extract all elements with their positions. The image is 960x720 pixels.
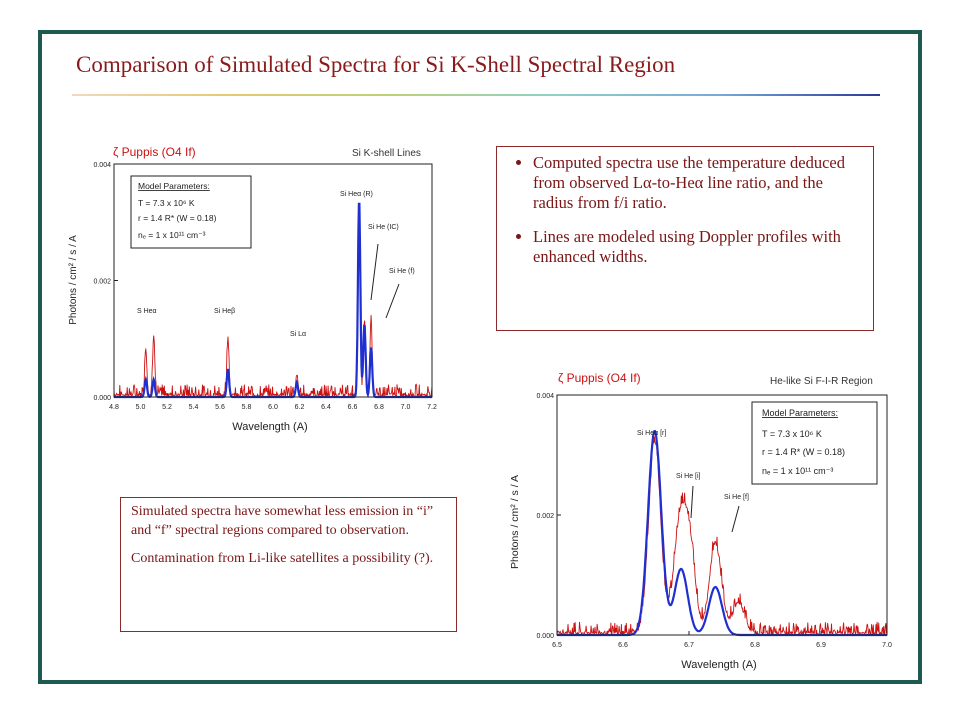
slide-frame [38, 30, 922, 684]
x-tick-label: 6.4 [321, 404, 331, 411]
chart2-pointer-line [731, 505, 740, 533]
bullet-text: Computed spectra use the temperature ded… [533, 153, 846, 212]
chart1-annotation: Si Heβ [214, 308, 235, 315]
x-tick-label: 6.2 [295, 404, 305, 411]
chart2-legend-line: T = 7.3 x 10⁶ K [762, 429, 822, 439]
x-tick-label: 6.6 [348, 404, 358, 411]
y-tick-label: 0.004 [536, 393, 554, 400]
chart2-annotation: Si He [f] [724, 494, 749, 501]
chart1-pointer-line [385, 283, 400, 319]
chart2-legend-line: r = 1.4 R* (W = 0.18) [762, 447, 845, 457]
bullet-item: Lines are modeled using Doppler profiles… [533, 227, 861, 267]
bullets-box: Computed spectra use the temperature ded… [496, 146, 874, 331]
observation-note-text: Simulated spectra have somewhat less emi… [131, 504, 434, 538]
chart1-legend-line: r = 1.4 R* (W = 0.18) [138, 213, 217, 223]
y-tick-label: 0.002 [93, 279, 111, 286]
x-tick-label: 6.7 [684, 642, 694, 649]
bullet-item: Computed spectra use the temperature ded… [533, 153, 861, 213]
chart1-pointer-line [370, 243, 379, 301]
chart2-annotation: Si Heα [r] [637, 430, 666, 437]
x-tick-label: 6.0 [268, 404, 278, 411]
chart2-plot-area [556, 394, 888, 636]
chart2-ylabel: Photons / cm² / s / A [509, 475, 521, 569]
y-tick-label: 0.000 [536, 633, 554, 640]
chart1-plot-area [113, 163, 433, 398]
chart1-annotation: Si He (f) [389, 268, 415, 275]
chart1-subtitle: Si K-shell Lines [352, 148, 421, 159]
chart1-legend-line: T = 7.3 x 10⁶ K [138, 198, 195, 208]
observed-series-line [556, 436, 888, 637]
chart1-annotation: Si Lα [290, 331, 306, 338]
chart2-legend-title: Model Parameters: [762, 408, 838, 418]
x-tick-label: 4.8 [109, 404, 119, 411]
chart1-annotation: Si He (IC) [368, 224, 399, 231]
x-tick-label: 7.0 [882, 642, 892, 649]
y-tick-label: 0.002 [536, 513, 554, 520]
chart1-xlabel: Wavelength (A) [232, 421, 307, 433]
chart1-legend-box [130, 175, 252, 249]
x-tick-label: 6.8 [750, 642, 760, 649]
x-tick-label: 6.9 [816, 642, 826, 649]
x-tick-label: 5.6 [215, 404, 225, 411]
chart2-annotation: Si He [i] [676, 473, 701, 480]
chart1-annotation: Si Heα (R) [340, 191, 373, 198]
observation-note-text: Contamination from Li-like satellites a … [131, 551, 434, 566]
title-rule [72, 94, 880, 96]
chart2-subtitle: He-like Si F-I-R Region [770, 376, 873, 387]
x-tick-label: 6.5 [552, 642, 562, 649]
chart2-xlabel: Wavelength (A) [681, 659, 756, 671]
chart1-annotation: S Heα [137, 308, 157, 315]
chart1-title: ζ Puppis (O4 If) [113, 145, 196, 159]
slide-title: Comparison of Simulated Spectra for Si K… [76, 52, 676, 77]
x-tick-label: 7.2 [427, 404, 437, 411]
x-tick-label: 5.4 [189, 404, 199, 411]
chart2-pointer-line [690, 485, 694, 519]
y-tick-label: 0.000 [93, 395, 111, 402]
chart1-legend-title: Model Parameters: [138, 181, 210, 191]
chart1-ylabel: Photons / cm² / s / A [68, 235, 79, 325]
chart2-legend-line: nₑ = 1 x 10¹¹ cm⁻³ [762, 466, 833, 476]
x-tick-label: 5.8 [242, 404, 252, 411]
chart2-legend-box [751, 401, 878, 485]
observation-note-box: Simulated spectra have somewhat less emi… [120, 497, 457, 632]
x-tick-label: 5.0 [136, 404, 146, 411]
x-tick-label: 7.0 [401, 404, 411, 411]
x-tick-label: 5.2 [162, 404, 172, 411]
y-tick-label: 0.004 [93, 162, 111, 169]
x-tick-label: 6.6 [618, 642, 628, 649]
x-tick-label: 6.8 [374, 404, 384, 411]
chart2-title: ζ Puppis (O4 If) [558, 371, 641, 385]
bullet-text: Lines are modeled using Doppler profiles… [533, 227, 841, 266]
chart1-legend-line: nₑ = 1 x 10¹¹ cm⁻³ [138, 230, 206, 240]
